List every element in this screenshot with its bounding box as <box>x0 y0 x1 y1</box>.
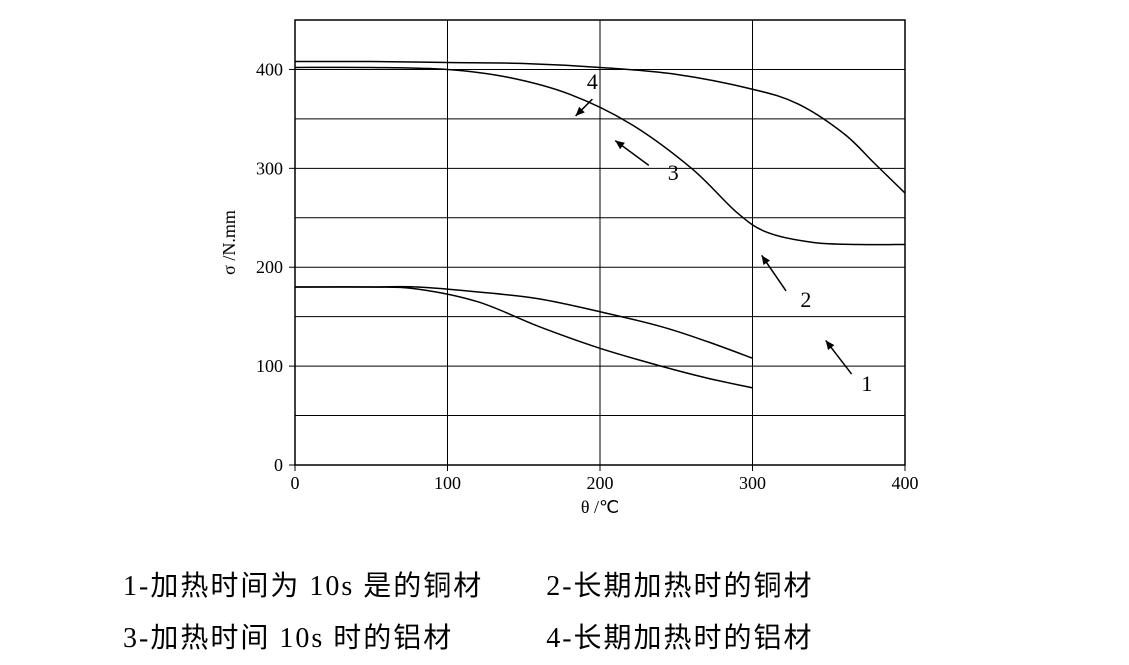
svg-text:400: 400 <box>256 59 283 79</box>
series-4 <box>295 287 753 388</box>
series-3 <box>295 287 753 359</box>
svg-text:4: 4 <box>587 69 598 94</box>
svg-text:300: 300 <box>256 158 283 178</box>
svg-text:200: 200 <box>587 473 614 493</box>
svg-text:0: 0 <box>291 473 300 493</box>
legend-item-1: 1-加热时间为 10s 是的铜材 <box>122 562 543 612</box>
svg-text:100: 100 <box>434 473 461 493</box>
svg-text:θ /℃: θ /℃ <box>581 497 619 517</box>
svg-text:3: 3 <box>668 160 679 185</box>
legend-item-4: 4-长期加热时的铝材 <box>545 614 873 664</box>
stress-temperature-chart: 0 100 200 300 400 0 100 200 300 400 θ /℃ σ /N.mm 1 2 3… <box>0 0 1129 550</box>
legend-item-2: 2-长期加热时的铜材 <box>545 562 873 612</box>
svg-text:200: 200 <box>256 257 283 277</box>
legend-item-3: 3-加热时间 10s 时的铝材 <box>122 614 543 664</box>
svg-text:100: 100 <box>256 356 283 376</box>
svg-text:2: 2 <box>800 287 811 312</box>
svg-text:300: 300 <box>739 473 766 493</box>
svg-text:0: 0 <box>274 455 283 475</box>
legend-block: 1-加热时间为 10s 是的铜材 2-长期加热时的铜材 3-加热时间 10s 时… <box>120 560 876 665</box>
svg-text:400: 400 <box>892 473 919 493</box>
svg-text:σ /N.mm: σ /N.mm <box>219 210 239 275</box>
svg-text:1: 1 <box>861 371 872 396</box>
